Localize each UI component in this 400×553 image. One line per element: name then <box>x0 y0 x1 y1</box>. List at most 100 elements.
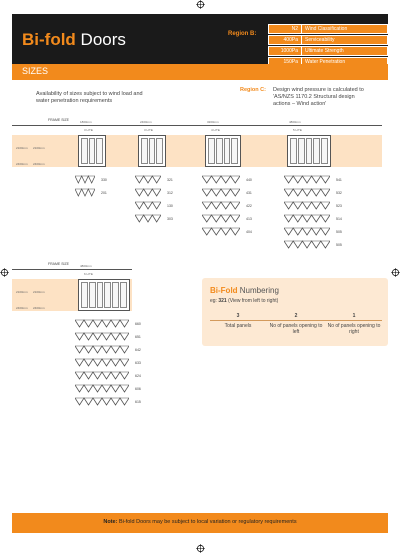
door-panel <box>96 282 104 308</box>
fold-code: 404 <box>246 229 252 234</box>
rating-row: N2 Wind Classification <box>268 24 388 34</box>
region-b-label: Region B: <box>228 31 257 37</box>
fold-diagram: 303 <box>135 214 173 223</box>
door-frame <box>78 135 106 167</box>
fold-code: 615 <box>135 399 141 404</box>
door-panel <box>156 138 164 164</box>
fold-code: 321 <box>167 177 173 182</box>
fold-diagram: 532 <box>284 188 342 197</box>
numbering-panel <box>202 278 388 346</box>
fold-icon <box>284 175 330 184</box>
fold-code: 330 <box>101 177 107 182</box>
fold-diagram: 330 <box>75 175 107 184</box>
registration-mark-icon <box>196 0 205 9</box>
fold-code: 514 <box>336 216 342 221</box>
numbering-digit: 1 <box>352 313 356 319</box>
width-label: 2400mm <box>140 120 152 124</box>
fold-diagram: 651 <box>75 332 141 341</box>
fold-diagram: 431 <box>202 188 252 197</box>
fold-code: 642 <box>135 347 141 352</box>
height-label: 2100mm <box>33 290 45 294</box>
door-panel <box>321 138 328 164</box>
frame-rule <box>12 125 382 126</box>
footer-note: Note: Bi-fold Doors may be subject to lo… <box>103 519 297 525</box>
numbering-desc: No of panels opening to right <box>327 323 381 335</box>
door-frame <box>287 135 331 167</box>
fold-icon <box>202 227 240 236</box>
fold-code: 413 <box>246 216 252 221</box>
width-label: 3200mm <box>207 120 219 124</box>
door-panel <box>88 282 96 308</box>
fold-icon <box>135 201 161 210</box>
width-label: 4800mm <box>289 120 301 124</box>
fold-diagram: 413 <box>202 214 252 223</box>
availability-note: Availability of sizes subject to wind lo… <box>36 91 143 104</box>
door-frame <box>205 135 241 167</box>
width-label: 4800mm <box>80 264 92 268</box>
fold-code: 532 <box>336 190 342 195</box>
lite-label: 5 LITE <box>293 128 302 132</box>
fold-icon <box>202 214 240 223</box>
rating-code: 1000Pa <box>268 46 302 56</box>
rating-code: 400Pa <box>268 35 302 45</box>
lite-label: 3 LITE <box>84 128 93 132</box>
fold-diagram: 523 <box>284 201 342 210</box>
door-panel <box>231 138 238 164</box>
width-label: 1800mm <box>80 120 92 124</box>
door-panel <box>112 282 120 308</box>
lite-label: 6 LITE <box>84 272 93 276</box>
fold-diagram: 541 <box>284 175 342 184</box>
fold-code: 201 <box>101 190 107 195</box>
fold-code: 431 <box>246 190 252 195</box>
door-panel <box>88 138 96 164</box>
fold-icon <box>284 201 330 210</box>
fold-code: 130 <box>167 203 173 208</box>
door-panel <box>297 138 305 164</box>
fold-icon <box>75 397 129 406</box>
door-panel <box>148 138 156 164</box>
door-panel <box>81 138 88 164</box>
door-panel <box>141 138 148 164</box>
lite-label: 3 LITE <box>144 128 153 132</box>
fold-diagram: 440 <box>202 175 252 184</box>
fold-icon <box>135 175 161 184</box>
frame-size-label: FRAME SIZE <box>48 118 70 122</box>
fold-code: 624 <box>135 373 141 378</box>
fold-icon <box>75 358 129 367</box>
fold-diagram: 312 <box>135 188 173 197</box>
fold-icon <box>202 175 240 184</box>
door-panel <box>215 138 223 164</box>
registration-mark-icon <box>196 544 205 553</box>
section-title: SIZES <box>22 66 49 76</box>
fold-icon <box>202 201 240 210</box>
section-bar <box>12 64 388 80</box>
fold-diagram: 642 <box>75 345 141 354</box>
fold-diagram: 201 <box>75 188 107 197</box>
fold-code: 505 <box>336 229 342 234</box>
door-panel <box>313 138 321 164</box>
door-panel <box>290 138 297 164</box>
fold-icon <box>75 188 95 197</box>
height-label: 2400mm <box>16 162 28 166</box>
fold-code: 541 <box>336 177 342 182</box>
fold-code: 440 <box>246 177 252 182</box>
door-panel <box>223 138 231 164</box>
lite-label: 4 LITE <box>211 128 220 132</box>
fold-diagram: 130 <box>135 201 173 210</box>
fold-code: 422 <box>246 203 252 208</box>
fold-diagram: 505 <box>284 227 342 236</box>
fold-diagram: 321 <box>135 175 173 184</box>
height-label: 2400mm <box>33 162 45 166</box>
fold-icon <box>75 371 129 380</box>
region-c-label: Region C: <box>240 87 266 93</box>
door-panel <box>120 282 127 308</box>
door-frame <box>138 135 166 167</box>
fold-diagram: 514 <box>284 214 342 223</box>
rating-code: N2 <box>268 24 302 34</box>
numbering-divider <box>210 320 382 321</box>
fold-diagram: 505 <box>284 240 342 249</box>
fold-icon <box>75 345 129 354</box>
fold-icon <box>75 175 95 184</box>
fold-icon <box>284 240 330 249</box>
fold-code: 505 <box>336 242 342 247</box>
